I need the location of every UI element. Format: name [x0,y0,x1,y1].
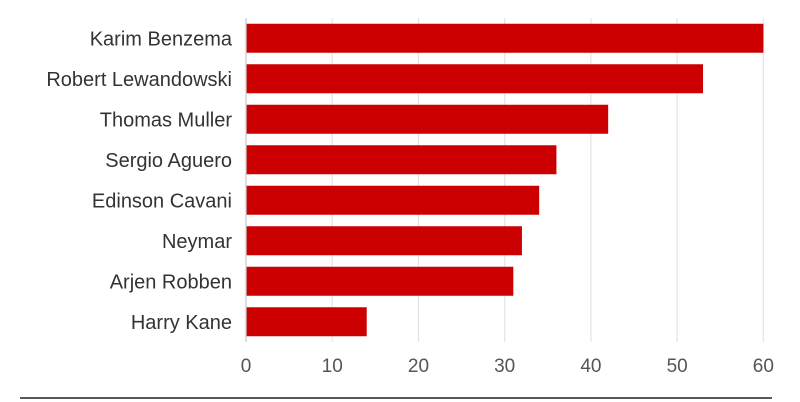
category-label: Thomas Muller [100,109,233,131]
x-tick-labels: 0 10 20 30 40 50 60 [241,356,774,377]
category-labels: Karim Benzema Robert Lewandowski Thomas Mu… [46,28,233,334]
category-label: Edinson Cavani [92,190,232,212]
category-label: Harry Kane [131,312,232,334]
x-tick-label: 40 [580,356,601,377]
x-tick-label: 60 [753,356,774,377]
bar [246,307,367,337]
bar [246,64,704,94]
bars [246,23,764,337]
x-tick-label: 20 [408,356,429,377]
bar [246,104,609,134]
x-tick-label: 50 [667,356,688,377]
bar [246,226,522,256]
bar [246,23,764,53]
bar [246,145,557,175]
bar [246,185,540,215]
x-tick-label: 30 [494,356,515,377]
x-tick-label: 0 [241,356,252,377]
x-tick-label: 10 [322,356,343,377]
bar [246,266,514,296]
category-label: Arjen Robben [110,271,232,293]
category-label: Robert Lewandowski [46,69,232,91]
category-label: Sergio Aguero [105,150,232,172]
category-label: Karim Benzema [90,28,233,50]
category-label: Neymar [162,231,232,253]
